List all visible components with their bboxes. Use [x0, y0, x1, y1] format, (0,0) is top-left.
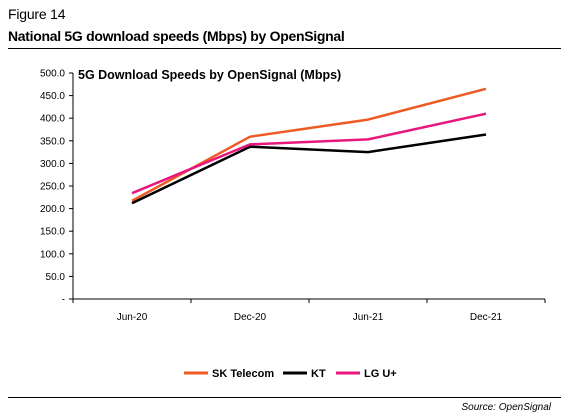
y-tick-label-0: -: [62, 295, 65, 306]
y-tick-label-3: 150.0: [40, 227, 65, 238]
y-tick-label-9: 450.0: [40, 91, 65, 102]
top-rule: [8, 48, 561, 49]
legend-label-0: SK Telecom: [212, 368, 274, 380]
x-tick-label-3: Dec-21: [470, 312, 503, 323]
y-tick-label-2: 100.0: [40, 249, 65, 260]
bottom-rule: [8, 397, 561, 398]
figure-title: National 5G download speeds (Mbps) by Op…: [8, 28, 345, 44]
y-tick-label-7: 350.0: [40, 136, 65, 147]
series-line-1: [131, 133, 487, 205]
y-tick-label-8: 400.0: [40, 114, 65, 125]
y-tick-label-5: 250.0: [40, 182, 65, 193]
figure-label: Figure 14: [8, 6, 66, 22]
series-line-0: [131, 87, 487, 202]
x-tick-label-0: Jun-20: [117, 312, 148, 323]
y-tick-label-4: 200.0: [40, 204, 65, 215]
chart-title: 5G Download Speeds by OpenSignal (Mbps): [78, 68, 341, 82]
x-tick-label-1: Dec-20: [234, 312, 267, 323]
x-tick-label-2: Jun-21: [353, 312, 384, 323]
y-tick-label-10: 500.0: [40, 69, 65, 80]
y-tick-label-1: 50.0: [46, 272, 66, 283]
legend-label-1: KT: [311, 368, 326, 380]
y-tick-label-6: 300.0: [40, 159, 65, 170]
legend-label-2: LG U+: [364, 368, 397, 380]
source-note: Source: OpenSignal: [461, 402, 551, 413]
series-line-2: [131, 112, 487, 195]
